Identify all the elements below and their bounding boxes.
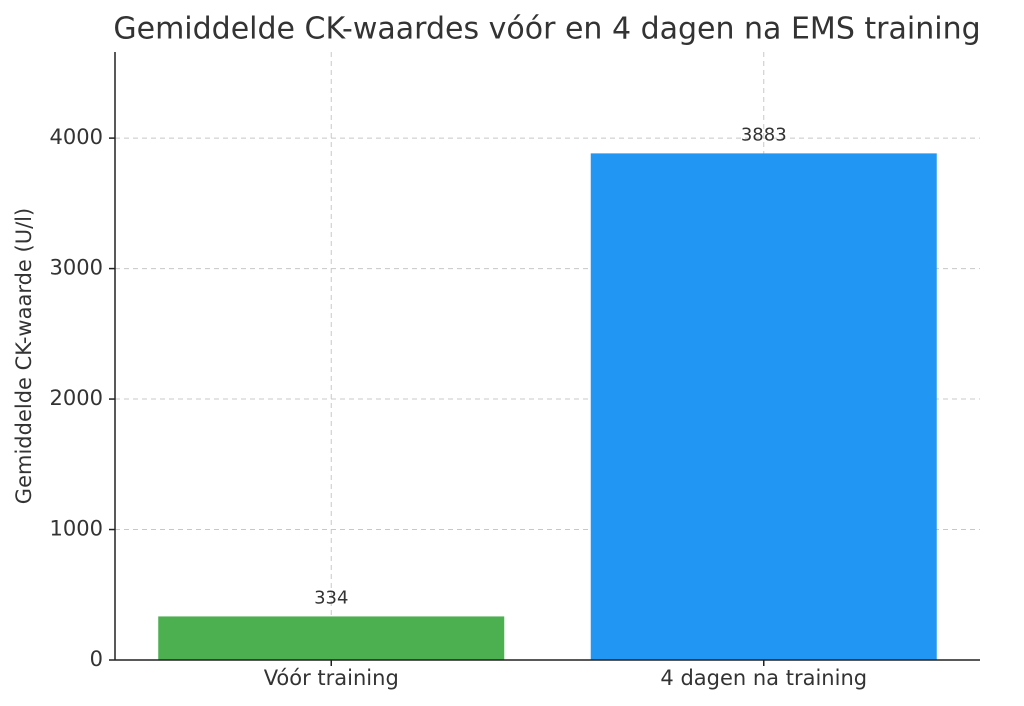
y-tick-label: 3000 bbox=[50, 256, 103, 280]
y-tick-label: 0 bbox=[90, 647, 103, 671]
bar bbox=[158, 616, 505, 660]
value-label: 3883 bbox=[741, 124, 787, 145]
chart-title: Gemiddelde CK-waardes vóór en 4 dagen na… bbox=[113, 12, 980, 47]
y-axis-label: Gemiddelde CK-waarde (U/l) bbox=[12, 208, 36, 504]
value-label: 334 bbox=[314, 587, 348, 608]
x-tick-label: 4 dagen na training bbox=[660, 666, 867, 690]
y-tick-label: 1000 bbox=[50, 517, 103, 541]
y-tick-label: 4000 bbox=[50, 125, 103, 149]
bar bbox=[590, 153, 937, 660]
x-tick-label: Vóór training bbox=[264, 666, 399, 690]
y-tick-label: 2000 bbox=[50, 386, 103, 410]
